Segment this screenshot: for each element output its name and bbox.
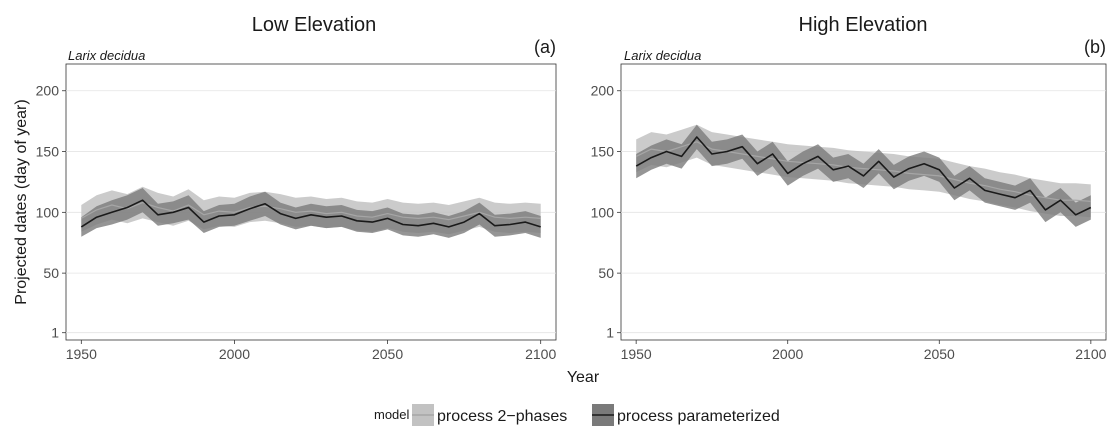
species-label: Larix decidua (68, 48, 145, 63)
panel-b: High Elevation (b) Larix decidua 1501001… (591, 14, 1107, 362)
y-tick-label: 50 (598, 265, 614, 281)
x-tick-label: 2100 (525, 346, 556, 362)
y-tick-label: 100 (36, 204, 60, 220)
legend: model process 2−phases process parameter… (374, 404, 780, 426)
x-tick-label: 2050 (372, 346, 403, 362)
x-ticks: 1950 2000 2050 2100 (66, 340, 557, 362)
panel-title: High Elevation (799, 14, 928, 36)
panel-tag: (b) (1084, 37, 1106, 57)
panel-tag: (a) (534, 37, 556, 57)
y-tick-label: 150 (591, 144, 615, 160)
x-tick-label: 1950 (621, 346, 652, 362)
y-tick-label: 150 (36, 144, 60, 160)
y-tick-label: 200 (591, 83, 615, 99)
legend-title: model (374, 407, 410, 422)
y-tick-label: 200 (36, 83, 60, 99)
y-tick-label: 1 (606, 325, 614, 341)
x-tick-label: 2100 (1075, 346, 1106, 362)
panel-a: Low Elevation (a) Larix decidua 15010015… (36, 14, 557, 362)
legend-label-2phases: process 2−phases (437, 408, 567, 425)
x-tick-label: 2050 (924, 346, 955, 362)
shared-x-label: Year (567, 369, 600, 386)
y-tick-label: 100 (591, 204, 615, 220)
shared-y-label: Projected dates (day of year) (13, 99, 30, 304)
x-tick-label: 1950 (66, 346, 97, 362)
x-tick-label: 2000 (772, 346, 803, 362)
species-label: Larix decidua (624, 48, 701, 63)
x-ticks: 1950 2000 2050 2100 (621, 340, 1107, 362)
y-tick-label: 50 (43, 265, 59, 281)
x-tick-label: 2000 (219, 346, 250, 362)
panel-title: Low Elevation (252, 14, 377, 36)
legend-label-parameterized: process parameterized (617, 408, 780, 425)
y-tick-label: 1 (51, 325, 59, 341)
